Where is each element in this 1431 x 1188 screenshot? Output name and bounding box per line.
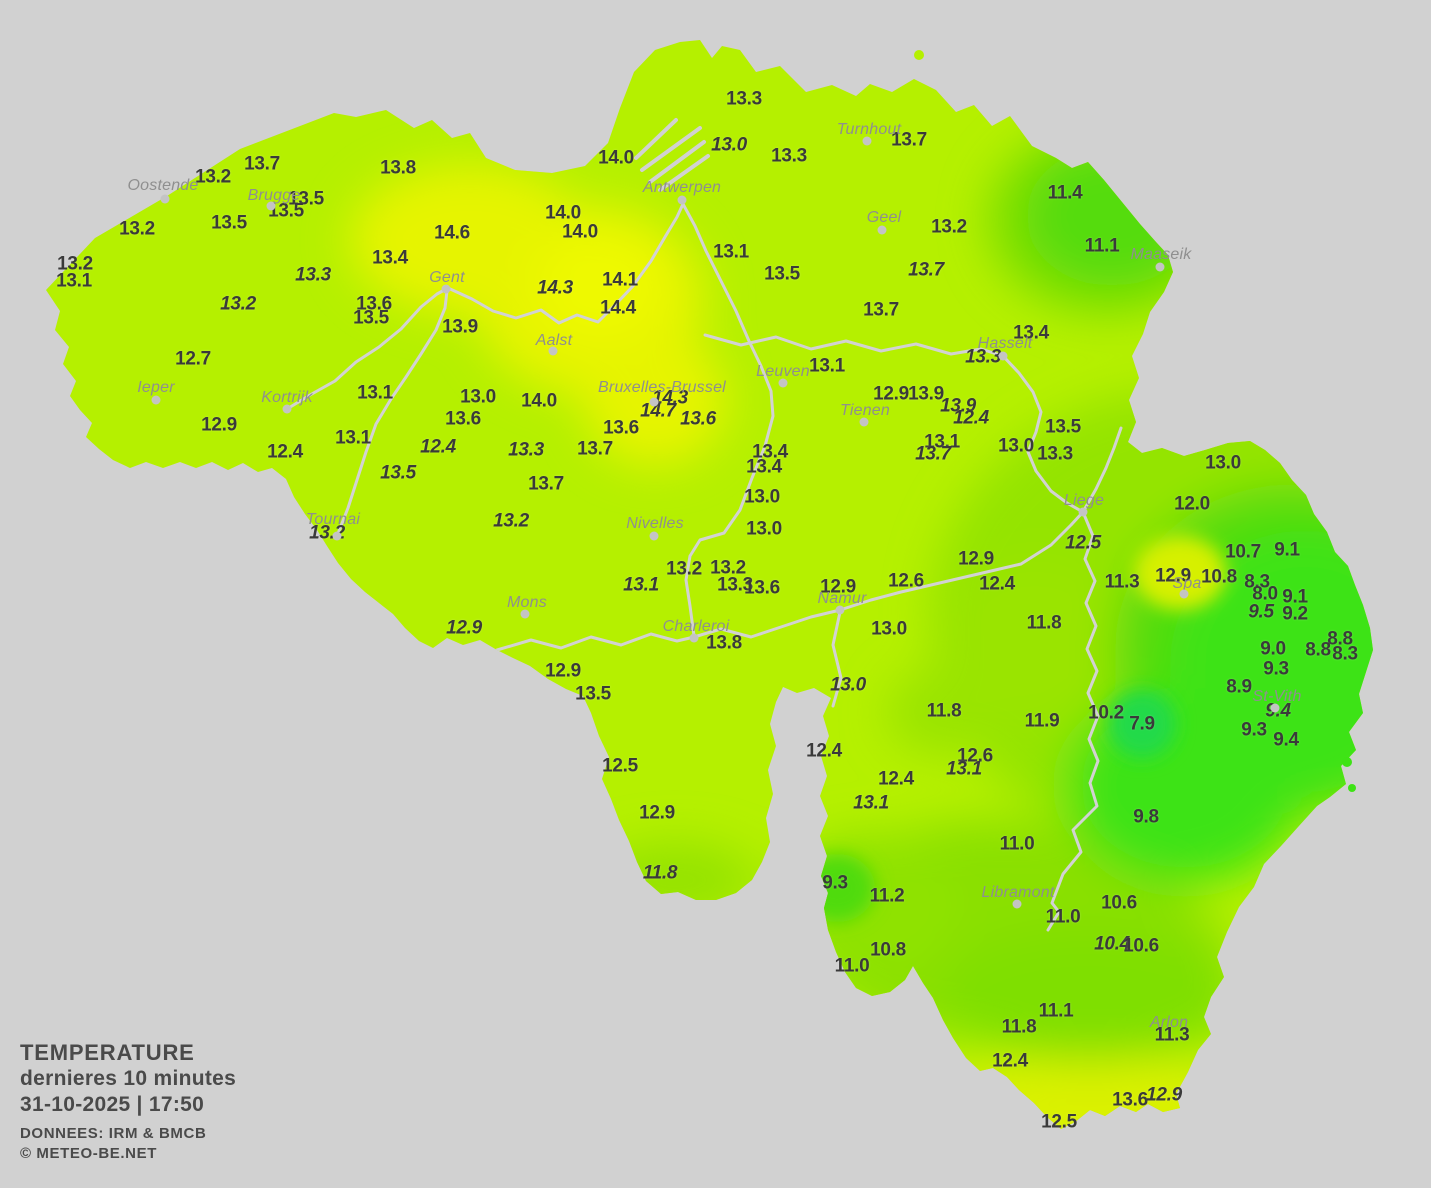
map-subtitle: dernieres 10 minutes <box>20 1067 237 1090</box>
isotherm-cores <box>799 536 1226 922</box>
map-title: TEMPERATURE <box>20 1040 195 1065</box>
map-datetime: 31-10-2025 | 17:50 <box>20 1093 205 1116</box>
port-docks <box>634 118 710 192</box>
map-copyright: © METEO-BE.NET <box>20 1145 157 1162</box>
exclaves <box>914 50 1356 792</box>
map-source: DONNEES: IRM & BMCB <box>20 1125 207 1142</box>
map-title-block: TEMPERATURE dernieres 10 minutes 31-10-2… <box>20 1040 236 1164</box>
